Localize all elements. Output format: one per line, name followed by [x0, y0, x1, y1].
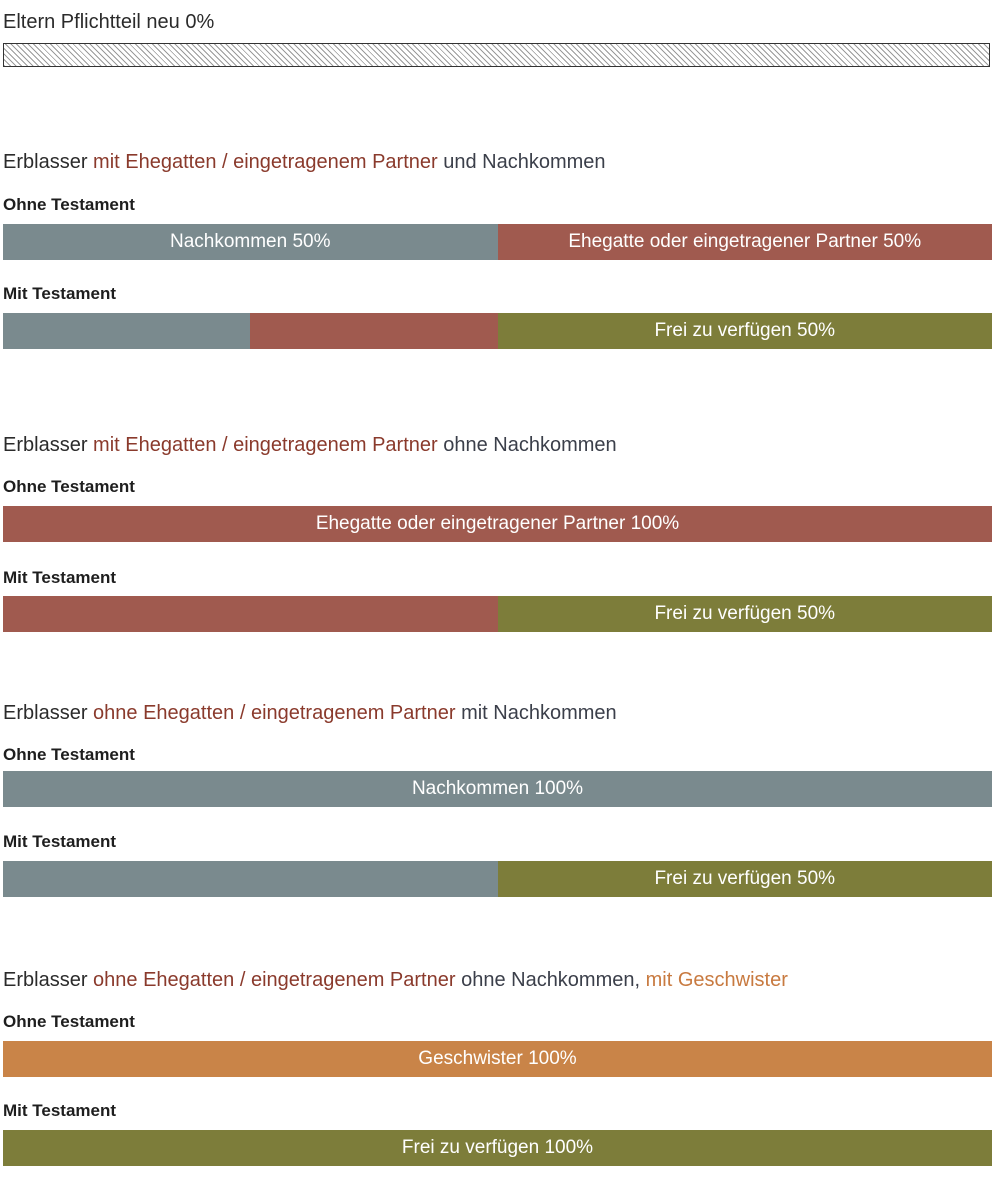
- section-2-mit-label: Mit Testament: [3, 568, 117, 587]
- section-1-heading-part-1: Erblasser: [3, 151, 94, 173]
- bar-segment-ehegatte: [250, 313, 498, 349]
- section-3-heading-part-1: Erblasser: [3, 702, 94, 724]
- section-3-ohne-bar: Nachkommen 100%: [3, 771, 992, 807]
- bar-segment-nachkommen: [3, 861, 498, 897]
- bar-segment-geschwister: Geschwister 100%: [3, 1041, 992, 1077]
- bar-segment-ehegatte: [3, 596, 498, 632]
- section-1-heading-part-2: mit Ehegatten / eingetragenem Partner: [93, 151, 438, 173]
- section-1-ohne-bar: Nachkommen 50% Ehegatte oder eingetragen…: [3, 224, 992, 260]
- bar-segment-ehegatte: Ehegatte oder eingetragener Partner 100%: [3, 506, 992, 542]
- section-1-mit-bar: Frei zu verfügen 50%: [3, 313, 992, 349]
- bar-segment-nachkommen: Nachkommen 100%: [3, 771, 992, 807]
- section-4-ohne-label: Ohne Testament: [3, 1012, 135, 1031]
- section-2-heading: Erblasser mit Ehegatten / eingetragenem …: [3, 433, 617, 457]
- section-4-mit-label: Mit Testament: [3, 1101, 117, 1120]
- section-3-ohne-label: Ohne Testament: [3, 745, 135, 764]
- section-3-heading-part-3: mit Nachkommen: [455, 702, 617, 724]
- bar-segment-nachkommen: [3, 313, 251, 349]
- section-3-mit-label: Mit Testament: [3, 832, 117, 851]
- section-1-mit-label: Mit Testament: [3, 284, 117, 303]
- eltern-pflichtteil-bar: [3, 43, 990, 67]
- section-4-heading-part-3: ohne Nachkommen,: [455, 969, 646, 991]
- section-2-heading-part-2: mit Ehegatten / eingetragenem Partner: [93, 434, 438, 456]
- bar-segment-ehegatte: Ehegatte oder eingetragener Partner 50%: [497, 224, 992, 260]
- section-4-ohne-bar: Geschwister 100%: [3, 1041, 992, 1077]
- bar-segment-frei: Frei zu verfügen 50%: [497, 861, 992, 897]
- bar-segment-frei: Frei zu verfügen 50%: [497, 596, 992, 632]
- section-3-mit-bar: Frei zu verfügen 50%: [3, 861, 992, 897]
- section-4-heading-part-4: mit Geschwister: [645, 969, 788, 991]
- bar-segment-frei: Frei zu verfügen 50%: [497, 313, 992, 349]
- section-4-mit-bar: Frei zu verfügen 100%: [3, 1130, 992, 1166]
- bar-segment-frei: Frei zu verfügen 100%: [3, 1130, 992, 1166]
- section-1-ohne-label: Ohne Testament: [3, 195, 135, 214]
- section-1-heading: Erblasser mit Ehegatten / eingetragenem …: [3, 150, 606, 174]
- section-1-heading-part-3: und Nachkommen: [437, 151, 606, 173]
- section-2-heading-part-3: ohne Nachkommen: [437, 434, 617, 456]
- section-2-heading-part-1: Erblasser: [3, 434, 94, 456]
- section-4-heading-part-1: Erblasser: [3, 969, 94, 991]
- section-4-heading-part-2: ohne Ehegatten / eingetragenem Partner: [93, 969, 456, 991]
- section-2-ohne-label: Ohne Testament: [3, 477, 135, 496]
- bar-segment-nachkommen: Nachkommen 50%: [3, 224, 498, 260]
- section-4-heading: Erblasser ohne Ehegatten / eingetragenem…: [3, 968, 788, 992]
- eltern-pflichtteil-label: Eltern Pflichtteil neu 0%: [3, 11, 215, 33]
- section-2-mit-bar: Frei zu verfügen 50%: [3, 596, 992, 632]
- section-2-ohne-bar: Ehegatte oder eingetragener Partner 100%: [3, 506, 992, 542]
- section-3-heading: Erblasser ohne Ehegatten / eingetragenem…: [3, 701, 617, 725]
- section-3-heading-part-2: ohne Ehegatten / eingetragenem Partner: [93, 702, 456, 724]
